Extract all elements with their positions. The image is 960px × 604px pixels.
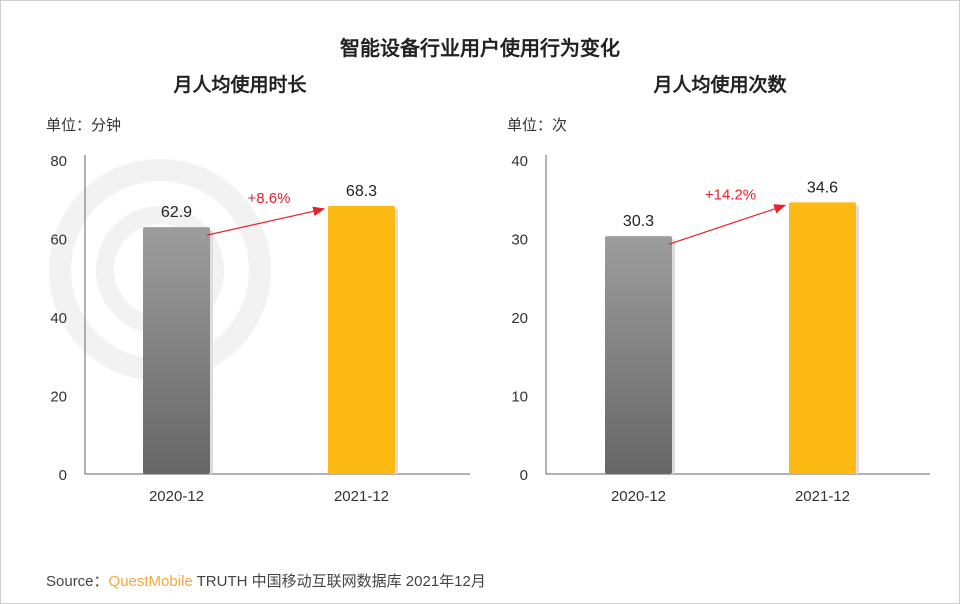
y-tick-label: 20 <box>50 389 67 406</box>
y-tick-label: 10 <box>511 389 528 406</box>
y-tick-label: 80 <box>50 153 67 170</box>
source-note: Source：QuestMobile TRUTH 中国移动互联网数据库 2021… <box>46 570 486 591</box>
left-chart-title: 月人均使用时长 <box>173 75 307 96</box>
y-tick-label: 40 <box>50 310 67 327</box>
y-tick-label: 0 <box>520 467 528 484</box>
data-label: 62.9 <box>161 204 192 221</box>
bar <box>328 205 395 475</box>
y-tick-label: 30 <box>511 232 528 249</box>
source-brand: QuestMobile <box>108 573 193 590</box>
source-prefix: Source： <box>46 573 109 590</box>
x-tick-label: 2021-12 <box>334 488 389 505</box>
left-unit-label: 单位：分钟 <box>46 117 122 134</box>
data-label: 68.3 <box>346 183 377 200</box>
growth-arrow <box>668 204 787 245</box>
y-tick-label: 0 <box>59 467 67 484</box>
x-tick-label: 2021-12 <box>795 488 850 505</box>
x-tick-label: 2020-12 <box>149 488 204 505</box>
source-text: TRUTH 中国移动互联网数据库 2021年12月 <box>192 573 486 590</box>
data-label: 34.6 <box>807 179 838 196</box>
main-title: 智能设备行业用户使用行为变化 <box>340 38 620 60</box>
y-tick-label: 60 <box>50 232 67 249</box>
growth-label: +14.2% <box>705 186 756 203</box>
right-chart-title: 月人均使用次数 <box>653 75 787 96</box>
bar <box>605 236 672 474</box>
growth-label: +8.6% <box>248 190 291 207</box>
x-tick-label: 2020-12 <box>611 488 666 505</box>
bar <box>143 227 210 474</box>
growth-arrow <box>206 206 326 236</box>
y-tick-label: 40 <box>511 153 528 170</box>
data-label: 30.3 <box>623 213 654 230</box>
right-unit-label: 单位：次 <box>507 117 568 134</box>
y-tick-label: 20 <box>511 310 528 327</box>
bar <box>789 202 856 474</box>
